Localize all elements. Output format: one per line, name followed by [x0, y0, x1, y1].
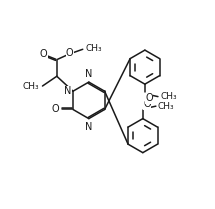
Text: N: N: [64, 86, 72, 96]
Text: O: O: [146, 93, 153, 103]
Text: O: O: [40, 49, 48, 59]
Text: O: O: [66, 48, 74, 59]
Text: CH₃: CH₃: [160, 92, 177, 101]
Text: O: O: [143, 99, 151, 109]
Text: O: O: [52, 104, 60, 115]
Text: CH₃: CH₃: [23, 82, 39, 91]
Text: N: N: [85, 121, 92, 131]
Text: N: N: [85, 69, 92, 79]
Text: CH₃: CH₃: [158, 102, 175, 111]
Text: CH₃: CH₃: [85, 44, 102, 53]
